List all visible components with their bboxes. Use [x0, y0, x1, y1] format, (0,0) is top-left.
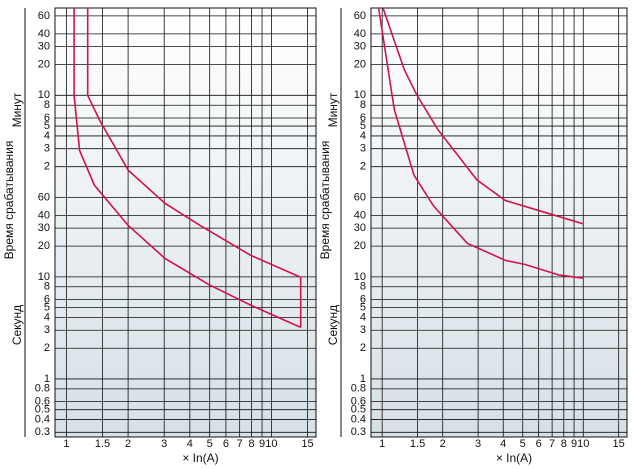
y-tick-label: 30 — [354, 222, 366, 234]
x-tick-label: 6 — [223, 438, 229, 450]
plot-frame — [54, 7, 317, 438]
x-tick-label: 1.5 — [410, 438, 425, 450]
y-tick-label: 6 — [44, 112, 50, 124]
plot-background — [55, 8, 316, 437]
y-tick-label: 30 — [38, 222, 50, 234]
y-tick-label: 4 — [44, 130, 50, 142]
y-label-minutes: Минут — [10, 92, 24, 127]
plot-background — [371, 8, 627, 437]
y-tick-label: 0.8 — [35, 383, 50, 395]
y-tick-label: 1 — [360, 373, 366, 385]
y-axis-label: Время срабатывания — [2, 141, 16, 260]
plot-frame — [370, 7, 628, 438]
curve — [86, 8, 302, 328]
y-tick-label: 0.3 — [351, 426, 366, 438]
y-tick-label: 8 — [360, 99, 366, 111]
x-tick-label: 1.5 — [95, 438, 110, 450]
x-tick-label: 2 — [125, 438, 131, 450]
x-tick-label: 10 — [265, 438, 277, 450]
y-tick-label: 0.8 — [351, 383, 366, 395]
y-tick-label: 0.3 — [35, 426, 50, 438]
x-tick-label: 4 — [187, 438, 193, 450]
y-tick-label: 1 — [44, 373, 50, 385]
y-tick-label: 20 — [38, 240, 50, 252]
x-tick-label: 2 — [440, 438, 446, 450]
y-tick-label: 40 — [38, 209, 50, 221]
y-tick-label: 4 — [360, 130, 366, 142]
y-tick-label: 60 — [354, 10, 366, 22]
x-tick-label: 10 — [577, 438, 589, 450]
y-tick-label: 6 — [360, 293, 366, 305]
y-tick-label: 60 — [38, 10, 50, 22]
x-tick-label: 9 — [259, 438, 265, 450]
y-tick-label: 40 — [354, 209, 366, 221]
curve — [382, 8, 584, 225]
x-tick-label: 5 — [207, 438, 213, 450]
y-tick-label: 60 — [38, 191, 50, 203]
y-tick-label: 0.5 — [351, 404, 366, 416]
y-tick-label: 0.4 — [35, 413, 50, 425]
y-tick-label: 10 — [38, 89, 50, 101]
y-axis-label: Время срабатывания — [318, 141, 332, 260]
y-tick-label: 5 — [360, 120, 366, 132]
y-tick-label: 20 — [354, 240, 366, 252]
curve — [377, 8, 584, 279]
y-tick-label: 10 — [38, 271, 50, 283]
x-tick-label: 3 — [475, 438, 481, 450]
x-axis-label: × In(A) — [182, 451, 218, 465]
y-tick-label: 20 — [38, 58, 50, 70]
y-tick-label: 8 — [44, 281, 50, 293]
x-tick-label: 8 — [561, 438, 567, 450]
y-tick-label: 8 — [44, 99, 50, 111]
y-tick-label: 60 — [354, 191, 366, 203]
y-tick-label: 3 — [360, 324, 366, 336]
y-tick-label: 0.5 — [35, 404, 50, 416]
y-tick-label: 8 — [360, 281, 366, 293]
x-tick-label: 7 — [549, 438, 555, 450]
y-tick-label: 10 — [354, 271, 366, 283]
curve — [73, 8, 302, 329]
y-label-minutes: Минут — [326, 92, 340, 127]
y-tick-label: 3 — [44, 143, 50, 155]
x-tick-label: 9 — [571, 438, 577, 450]
y-tick-label: 5 — [44, 301, 50, 313]
y-tick-label: 4 — [360, 311, 366, 323]
x-tick-label: 15 — [613, 438, 625, 450]
y-tick-label: 0.4 — [351, 413, 366, 425]
y-tick-label: 40 — [354, 28, 366, 40]
x-tick-label: 15 — [301, 438, 313, 450]
y-tick-label: 3 — [360, 143, 366, 155]
y-tick-label: 20 — [354, 58, 366, 70]
y-tick-label: 2 — [360, 342, 366, 354]
y-tick-label: 5 — [44, 120, 50, 132]
x-tick-label: 5 — [520, 438, 526, 450]
x-tick-label: 6 — [536, 438, 542, 450]
y-label-seconds: Секунд — [326, 305, 340, 345]
x-axis-label: × In(A) — [496, 451, 532, 465]
x-tick-label: 1 — [379, 438, 385, 450]
x-tick-label: 7 — [237, 438, 243, 450]
y-label-seconds: Секунд — [10, 305, 24, 345]
y-tick-label: 40 — [38, 28, 50, 40]
x-tick-label: 1 — [63, 438, 69, 450]
y-tick-label: 5 — [360, 301, 366, 313]
y-tick-label: 6 — [44, 293, 50, 305]
x-tick-label: 4 — [500, 438, 506, 450]
y-tick-label: 2 — [360, 161, 366, 173]
x-tick-label: 3 — [161, 438, 167, 450]
y-tick-label: 3 — [44, 324, 50, 336]
y-tick-label: 0.6 — [351, 396, 366, 408]
y-tick-label: 0.6 — [35, 396, 50, 408]
y-tick-label: 4 — [44, 311, 50, 323]
x-tick-label: 8 — [248, 438, 254, 450]
y-tick-label: 2 — [44, 161, 50, 173]
y-tick-label: 10 — [354, 89, 366, 101]
y-tick-label: 30 — [354, 41, 366, 53]
y-tick-label: 6 — [360, 112, 366, 124]
y-tick-label: 2 — [44, 342, 50, 354]
y-tick-label: 30 — [38, 41, 50, 53]
